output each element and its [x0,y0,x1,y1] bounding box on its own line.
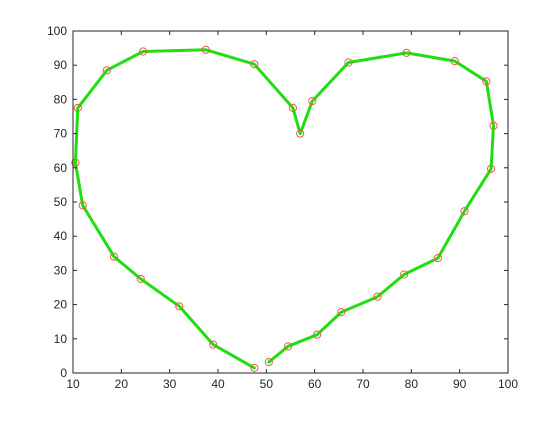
data-point [487,164,496,173]
series-layer [71,45,498,372]
x-tick-label: 60 [308,377,322,391]
x-tick-label: 80 [405,377,419,391]
data-point [344,58,353,67]
data-point [373,292,382,301]
data-point [110,252,119,261]
data-point [400,270,409,279]
x-axis: 10 20 30 40 50 60 70 80 90 100 [66,31,518,391]
y-tick-label: 80 [54,92,68,106]
y-tick-label: 30 [54,263,68,277]
data-point [264,358,273,367]
data-point [288,103,297,113]
y-tick-label: 10 [54,332,68,346]
data-point [284,342,293,351]
data-point [78,201,87,210]
y-tick-label: 60 [54,161,68,175]
x-tick-label: 10 [66,377,80,391]
data-point [209,340,218,349]
data-point [136,274,145,283]
plot-area [73,31,508,373]
y-axis: 0 10 20 30 40 50 60 70 80 90 100 [47,24,508,380]
data-point [102,66,111,75]
data-point [482,77,491,86]
data-point [433,254,442,263]
y-tick-label: 20 [54,298,68,312]
data-point [460,207,469,216]
x-tick-label: 70 [356,377,370,391]
x-tick-label: 20 [115,377,129,391]
y-tick-label: 100 [47,24,67,38]
x-tick-label: 40 [211,377,225,391]
data-point [139,47,148,56]
data-point [175,302,184,311]
data-point [402,48,411,58]
data-point [489,121,498,130]
data-point [250,60,259,69]
data-point [201,45,210,54]
y-tick-label: 90 [54,58,68,72]
y-tick-label: 70 [54,127,68,141]
data-point [308,97,317,106]
data-point [250,363,259,372]
data-point [71,158,80,167]
y-tick-label: 50 [54,195,68,209]
y-tick-label: 0 [60,366,67,380]
data-point [73,103,82,113]
x-tick-label: 100 [498,377,518,391]
series-line-0 [73,48,495,370]
x-tick-label: 30 [163,377,177,391]
y-tick-label: 40 [54,229,68,243]
x-tick-label: 90 [453,377,467,391]
x-tick-label: 50 [260,377,274,391]
data-point [450,57,459,66]
data-point [296,129,305,138]
data-point [313,330,322,339]
axes-background [73,31,508,373]
data-point [337,308,346,317]
